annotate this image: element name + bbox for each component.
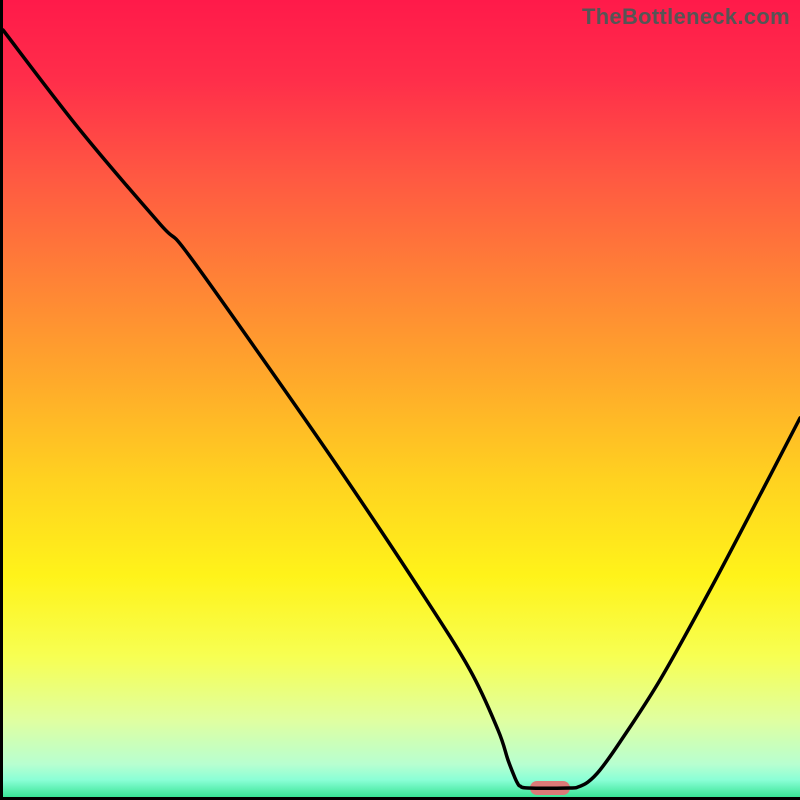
watermark-text: TheBottleneck.com [582,4,790,30]
gradient-background [0,0,800,800]
chart-container: TheBottleneck.com [0,0,800,800]
trough-marker [530,781,570,795]
